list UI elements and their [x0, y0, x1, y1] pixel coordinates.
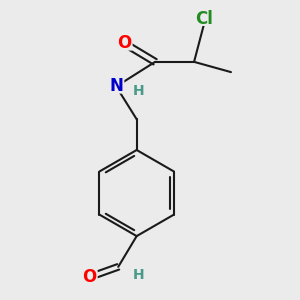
FancyBboxPatch shape [116, 36, 133, 51]
Text: O: O [117, 34, 131, 52]
Text: N: N [109, 77, 123, 95]
Text: Cl: Cl [195, 10, 213, 28]
Text: H: H [133, 268, 145, 282]
Text: H: H [133, 84, 145, 98]
FancyBboxPatch shape [108, 79, 124, 94]
FancyBboxPatch shape [193, 12, 216, 26]
FancyBboxPatch shape [81, 270, 98, 284]
Text: O: O [82, 268, 97, 286]
